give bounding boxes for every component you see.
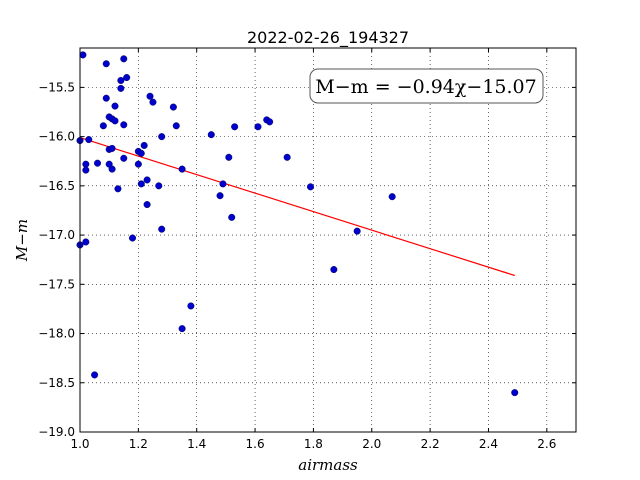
y-tick-label: −16.0 <box>38 130 75 144</box>
y-tick-label: −17.5 <box>38 277 75 291</box>
data-point <box>102 94 110 102</box>
data-point <box>117 84 125 92</box>
data-point <box>111 117 119 125</box>
data-point <box>82 238 90 246</box>
y-tick-label: −18.5 <box>38 376 75 390</box>
data-point <box>155 182 163 190</box>
data-point <box>108 165 116 173</box>
data-point <box>353 227 361 235</box>
data-point <box>172 122 180 130</box>
chart-title: 2022-02-26_194327 <box>247 28 409 48</box>
data-point <box>102 60 110 68</box>
data-points <box>76 51 519 397</box>
x-tick-label: 2.6 <box>537 437 556 451</box>
x-tick-label: 1.2 <box>129 437 148 451</box>
y-axis-label: M−m <box>13 219 31 262</box>
data-point <box>388 193 396 201</box>
annotation-box <box>309 68 544 104</box>
y-tick-label: −16.5 <box>38 179 75 193</box>
data-point <box>120 121 128 129</box>
data-point <box>231 123 239 131</box>
fit-line-group <box>79 137 515 277</box>
data-point <box>85 136 93 144</box>
data-point <box>266 118 274 126</box>
data-point <box>207 131 215 139</box>
data-point <box>120 55 128 63</box>
data-point <box>511 389 519 397</box>
y-tick-label: −17.0 <box>38 228 75 242</box>
data-point <box>91 371 99 379</box>
data-point <box>117 76 125 84</box>
y-tick-label: −15.5 <box>38 80 75 94</box>
data-point <box>79 51 87 59</box>
data-point <box>228 213 236 221</box>
x-tick-label: 1.0 <box>70 437 89 451</box>
data-point <box>225 153 233 161</box>
data-point <box>134 160 142 168</box>
data-point <box>169 103 177 111</box>
data-point <box>158 225 166 233</box>
data-point <box>82 166 90 174</box>
data-point <box>146 92 154 100</box>
x-tick-label: 1.4 <box>187 437 206 451</box>
data-point <box>108 144 116 152</box>
x-tick-label: 1.8 <box>304 437 323 451</box>
fit-equation-label: M−m = −0.94χ−15.07 <box>315 76 536 98</box>
data-point <box>143 176 151 184</box>
x-tick-label: 2.4 <box>479 437 498 451</box>
data-point <box>178 165 186 173</box>
y-tick-label: −19.0 <box>38 425 75 439</box>
x-tick-label: 2.2 <box>421 437 440 451</box>
data-point <box>137 180 145 188</box>
fit-annotation: M−m = −0.94χ−15.07 <box>309 68 544 104</box>
x-tick-label: 1.6 <box>246 437 265 451</box>
data-point <box>140 141 148 149</box>
data-point <box>219 180 227 188</box>
x-axis-label: airmass <box>298 456 358 474</box>
data-point <box>120 154 128 162</box>
data-point <box>82 160 90 168</box>
fit-line <box>79 137 515 277</box>
data-point <box>254 123 262 131</box>
plot-frame <box>79 47 577 433</box>
data-point <box>94 159 102 167</box>
data-point <box>99 122 107 130</box>
data-point <box>330 266 338 274</box>
data-point <box>114 185 122 193</box>
data-point <box>158 133 166 141</box>
data-point <box>306 183 314 191</box>
data-point <box>137 149 145 157</box>
axis-ticks: 1.0 1.2 1.4 1.6 1.8 2.0 2.2 2.4 2.6 −15.5 −16.0 −16… <box>38 48 576 451</box>
data-point <box>143 201 151 209</box>
data-point <box>149 98 157 106</box>
y-tick-label: −18.0 <box>38 327 75 341</box>
data-point <box>178 325 186 333</box>
data-point <box>111 102 119 110</box>
data-point <box>187 302 195 310</box>
data-point <box>129 234 137 242</box>
data-point <box>216 192 224 200</box>
data-point <box>283 153 291 161</box>
x-tick-label: 2.0 <box>362 437 381 451</box>
data-point <box>123 74 131 82</box>
